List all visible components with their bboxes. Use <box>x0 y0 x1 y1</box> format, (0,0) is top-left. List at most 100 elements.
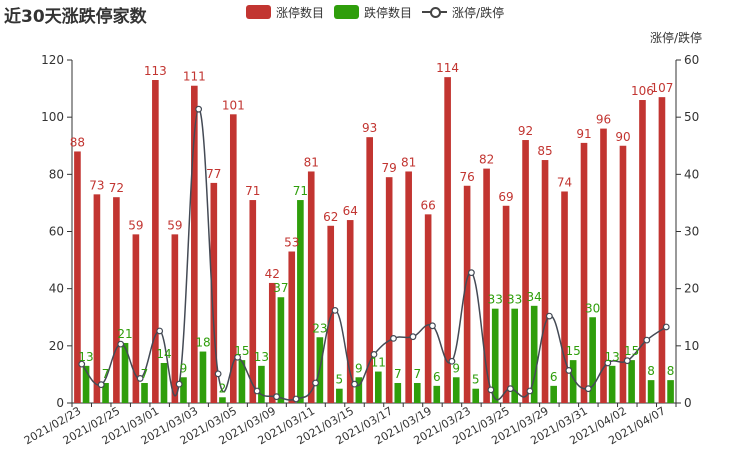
limit-up-value-label: 85 <box>537 144 552 158</box>
right-axis-tick-label: 30 <box>684 225 699 239</box>
limit-up-bar <box>522 140 529 404</box>
limit-down-bar <box>160 362 168 403</box>
limit-down-bar <box>433 385 441 403</box>
limit-down-bar <box>472 388 480 403</box>
ratio-point <box>156 327 164 335</box>
right-axis-tick-label: 20 <box>684 282 699 296</box>
limit-up-bar <box>152 80 159 403</box>
limit-up-value-label: 53 <box>284 236 299 250</box>
limit-up-value-label: 77 <box>206 167 221 181</box>
ratio-point <box>526 387 534 395</box>
limit-down-bar <box>394 382 402 403</box>
ratio-point <box>468 269 475 277</box>
limit-up-value-label: 81 <box>401 155 416 169</box>
limit-up-value-label: 71 <box>245 184 260 198</box>
limit-up-bar <box>113 197 120 403</box>
limit-down-value-label: 9 <box>180 361 188 375</box>
limit-down-value-label: 8 <box>647 364 655 378</box>
left-axis-tick-label: 40 <box>49 282 64 296</box>
limit-down-value-label: 5 <box>472 373 480 387</box>
limit-down-bar <box>102 382 109 403</box>
limit-up-value-label: 69 <box>498 190 513 204</box>
ratio-point <box>390 335 397 342</box>
limit-up-bar <box>366 137 373 404</box>
limit-down-value-label: 2 <box>219 381 227 395</box>
limit-down-value-label: 15 <box>234 344 249 358</box>
limit-up-bar <box>229 114 237 403</box>
limit-down-value-label: 6 <box>433 370 441 384</box>
limit-down-value-label: 9 <box>355 361 363 375</box>
ratio-point <box>662 323 670 331</box>
limit-down-bar <box>491 308 499 403</box>
limit-up-value-label: 74 <box>557 175 572 189</box>
limit-up-value-label: 66 <box>420 198 435 212</box>
legend: 涨停数目 跌停数目 涨停/跌停 <box>246 3 514 21</box>
limit-down-value-label: 7 <box>141 367 149 381</box>
limit-up-bar <box>385 177 393 403</box>
limit-down-bar <box>277 297 285 403</box>
limit-down-value-label: 7 <box>394 367 402 381</box>
right-axis-tick-label: 10 <box>684 339 699 353</box>
limit-up-bar <box>405 171 412 403</box>
limit-down-value-label: 6 <box>550 370 558 384</box>
limit-down-value-label: 34 <box>527 290 542 304</box>
limit-up-bar <box>502 205 510 403</box>
limit-up-value-label: 107 <box>650 81 673 95</box>
limit-up-value-label: 62 <box>323 210 338 224</box>
legend-item-limit-down[interactable]: 跌停数目 <box>334 4 412 21</box>
ratio-point <box>117 340 125 348</box>
limit-down-value-label: 33 <box>507 293 522 307</box>
limit-up-value-label: 81 <box>304 155 319 169</box>
limit-up-bar <box>424 214 432 403</box>
limit-down-bar <box>258 365 265 403</box>
ratio-point <box>643 336 651 344</box>
limit-down-bar <box>530 305 538 403</box>
legend-item-limit-up[interactable]: 涨停数目 <box>246 4 324 21</box>
right-axis-tick-label: 60 <box>684 53 699 67</box>
ratio-point <box>331 306 339 314</box>
ratio-point <box>351 380 358 388</box>
ratio-point <box>273 393 280 401</box>
limit-down-bar <box>452 377 460 403</box>
limit-up-bar <box>600 128 607 403</box>
limit-up-value-label: 72 <box>109 181 124 195</box>
limit-up-bar <box>444 77 451 404</box>
right-axis-label: 涨停/跌停 <box>650 30 702 45</box>
limit-down-value-label: 15 <box>566 344 581 358</box>
limit-up-bar <box>639 100 646 404</box>
limit-up-bar <box>483 168 490 403</box>
limit-up-swatch <box>246 5 271 19</box>
ratio-point <box>604 359 612 367</box>
chart-title: 近30天涨跌停家数 <box>4 7 147 27</box>
limit-down-bar <box>199 351 207 403</box>
limit-down-bar <box>375 371 382 403</box>
limit-up-bar <box>463 185 471 403</box>
limit-up-value-label: 90 <box>615 130 630 144</box>
limit-up-value-label: 59 <box>128 218 143 232</box>
limit-down-bar <box>550 385 557 403</box>
left-axis-tick-label: 0 <box>56 396 64 410</box>
limit-down-value-label: 14 <box>156 347 171 361</box>
ratio-point <box>370 351 378 358</box>
limit-down-value-label: 9 <box>452 361 460 375</box>
legend-item-ratio[interactable]: 涨停/跌停 <box>422 4 504 21</box>
limit-down-bar <box>219 397 226 403</box>
left-axis-tick-label: 20 <box>49 339 64 353</box>
ratio-line-swatch <box>422 5 448 19</box>
limit-down-value-label: 11 <box>371 356 386 370</box>
limit-down-bar <box>121 342 129 403</box>
limit-up-bar <box>307 171 315 403</box>
limit-up-value-label: 79 <box>382 161 397 175</box>
left-axis-tick-label: 60 <box>49 225 64 239</box>
limit-up-value-label: 82 <box>479 153 494 167</box>
limit-up-value-label: 88 <box>70 135 85 149</box>
limit-down-bar <box>180 377 187 403</box>
ratio-point <box>584 385 592 393</box>
limit-down-value-label: 30 <box>585 301 600 315</box>
limit-down-bar <box>628 360 635 403</box>
limit-down-bar <box>355 377 363 403</box>
legend-label-limit-down: 跌停数目 <box>364 5 413 20</box>
left-axis-tick-label: 100 <box>41 110 64 124</box>
limit-up-value-label: 101 <box>222 98 245 112</box>
ratio-point <box>429 322 436 330</box>
